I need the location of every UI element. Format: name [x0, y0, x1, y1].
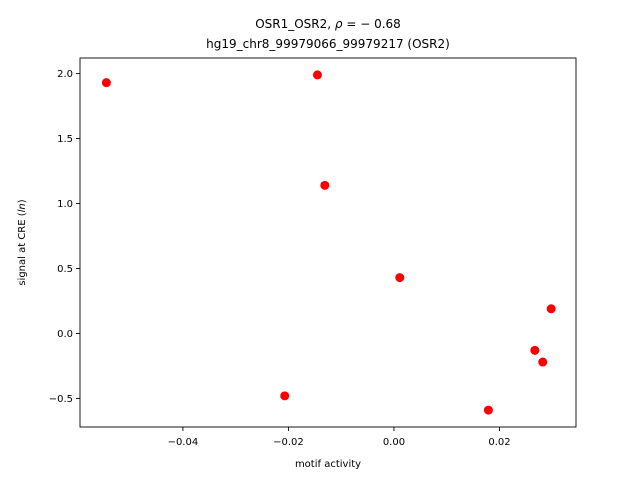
x-axis-label: motif activity — [295, 459, 361, 470]
y-axis-ticks: −0.5 0.0 0.5 1.0 1.5 2.0 — [49, 69, 80, 405]
data-point — [530, 345, 540, 355]
data-point — [546, 304, 556, 314]
y-tick-label: 1.0 — [57, 199, 73, 210]
x-tick-label: −0.02 — [273, 437, 304, 448]
data-points — [101, 70, 556, 415]
y-tick-label: 0.0 — [57, 329, 73, 340]
data-point — [483, 405, 493, 415]
chart-title-line2: hg19_chr8_99979066_99979217 (OSR2) — [206, 37, 450, 51]
data-point — [312, 70, 322, 80]
x-tick-label: 0.02 — [488, 437, 510, 448]
data-point — [538, 357, 548, 367]
y-tick-label: −0.5 — [49, 394, 73, 405]
chart-title-line1: OSR1_OSR2, ρ = − 0.68 — [255, 17, 401, 31]
data-point — [320, 180, 330, 190]
data-point — [395, 273, 405, 283]
data-point — [101, 78, 111, 88]
x-tick-label: −0.04 — [168, 437, 199, 448]
y-tick-label: 1.5 — [57, 134, 73, 145]
data-point — [280, 391, 290, 401]
y-tick-label: 2.0 — [57, 69, 73, 80]
y-axis-label: signal at CRE (ln) — [17, 199, 28, 285]
x-axis-ticks: −0.04 −0.02 0.00 0.02 — [168, 427, 511, 448]
y-tick-label: 0.5 — [57, 264, 73, 275]
x-tick-label: 0.00 — [383, 437, 405, 448]
plot-frame — [79, 57, 577, 428]
